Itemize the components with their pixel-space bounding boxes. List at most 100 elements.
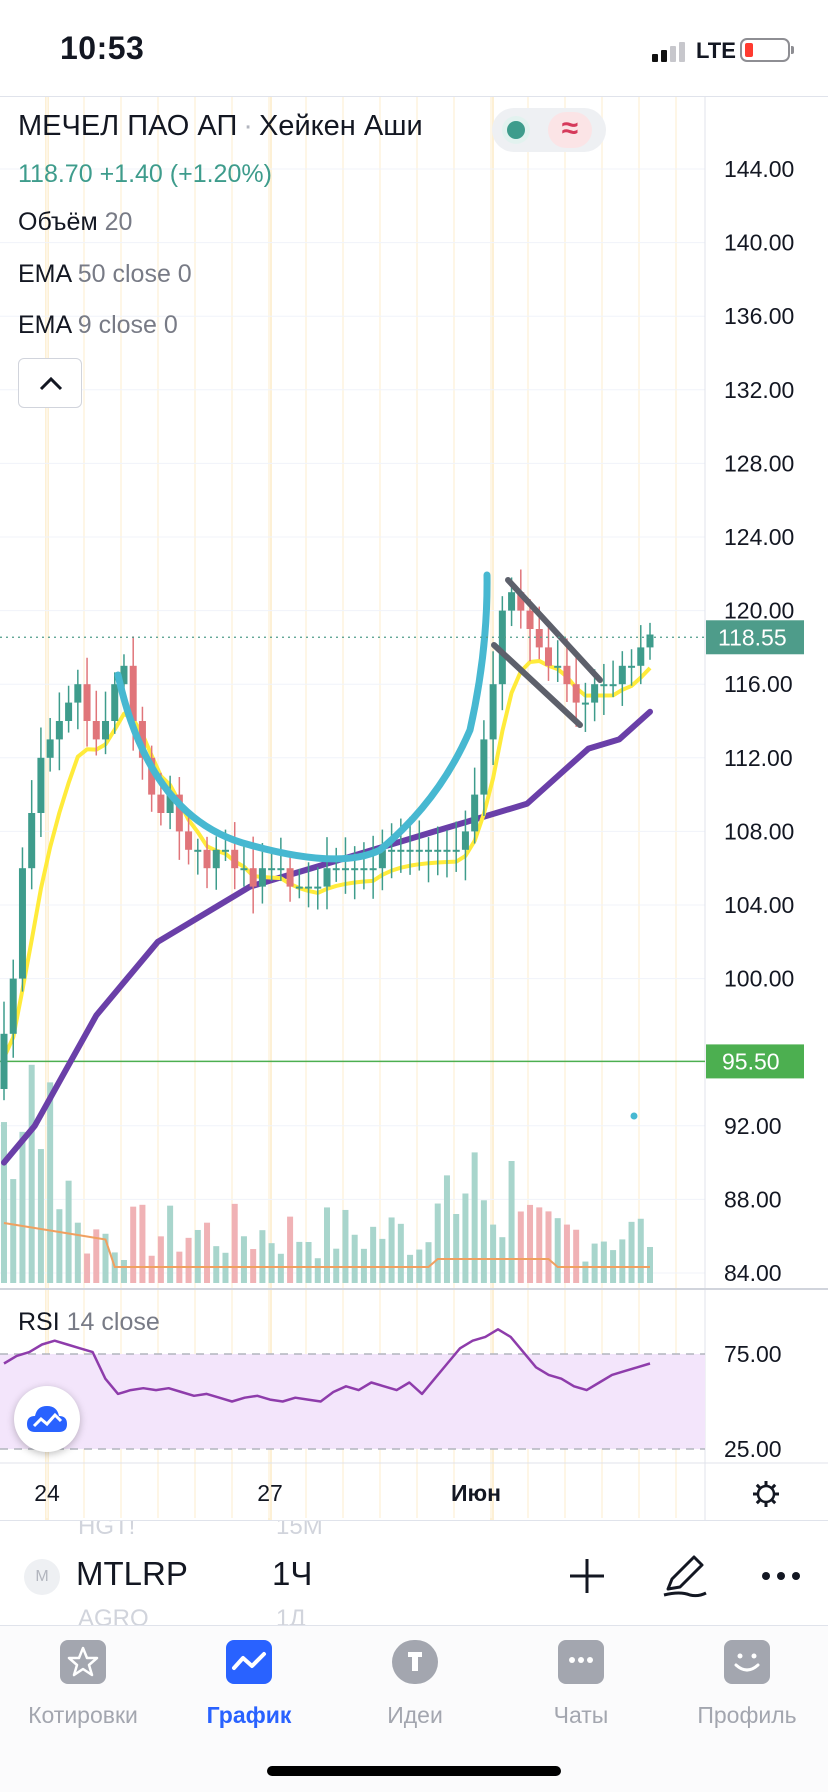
volume-bar xyxy=(130,1206,137,1283)
volume-bar xyxy=(554,1218,561,1283)
current-price-label: 118.55 xyxy=(718,624,787,650)
volume-bar xyxy=(277,1253,284,1283)
volume-bar xyxy=(204,1222,211,1283)
tab-ideas[interactable]: Идеи xyxy=(332,1640,498,1740)
gear-icon[interactable] xyxy=(753,1481,779,1507)
chart-area[interactable]: 144.00 140.00 136.00 132.00 128.00 124.00 120.… xyxy=(0,97,828,1520)
candle-body xyxy=(461,831,469,850)
tab-chats[interactable]: Чаты xyxy=(498,1640,664,1740)
volume-bar xyxy=(120,1259,127,1283)
signal-icon xyxy=(652,40,688,62)
tab-label: Идеи xyxy=(387,1702,443,1728)
volume-bar xyxy=(499,1237,506,1283)
candle-body xyxy=(74,684,82,703)
price-chart[interactable]: 144.00 140.00 136.00 132.00 128.00 124.00 120.… xyxy=(0,97,828,1520)
market-status-icon[interactable] xyxy=(502,116,530,144)
symbol-ticker[interactable]: MTLRP xyxy=(76,1555,188,1592)
interval-selector[interactable]: 1Ч xyxy=(272,1555,313,1592)
candle-body xyxy=(305,886,313,889)
volume-bar xyxy=(93,1229,100,1283)
tab-chart[interactable]: График xyxy=(166,1640,332,1740)
more-icon[interactable] xyxy=(756,1551,806,1601)
legend-volume[interactable]: Объём 20 xyxy=(18,208,132,237)
rsi-legend[interactable]: RSI 14 close xyxy=(18,1308,160,1337)
pencil-icon[interactable] xyxy=(660,1551,710,1601)
candle-body xyxy=(194,849,202,852)
volume-bar xyxy=(240,1236,247,1283)
candle-body xyxy=(258,868,266,887)
candle-body xyxy=(609,684,617,687)
candle-body xyxy=(544,647,552,666)
volume-bar xyxy=(545,1211,552,1283)
candle-body xyxy=(37,757,45,813)
candle-body xyxy=(175,794,183,832)
tab-quotes[interactable]: Котировки xyxy=(0,1640,166,1740)
legend-toggle-pill[interactable]: ≈ xyxy=(492,108,606,152)
tab-profile[interactable]: Профиль xyxy=(664,1640,828,1740)
legend-ema50[interactable]: EMA 50 close 0 xyxy=(18,260,192,289)
candle-body xyxy=(480,739,488,795)
volume-bar xyxy=(536,1207,543,1283)
volume-bar xyxy=(296,1241,303,1283)
ema50-label: EMA xyxy=(18,260,71,288)
candle-body xyxy=(221,849,229,852)
volume-bar xyxy=(139,1204,146,1283)
volume-bar xyxy=(351,1234,358,1283)
network-type: LTE xyxy=(696,38,736,63)
volume-bar xyxy=(157,1236,164,1283)
volume-bar xyxy=(305,1241,312,1283)
drawing-tools-fab[interactable] xyxy=(14,1386,80,1452)
candle-body xyxy=(203,849,211,869)
rsi-tick-label: 25.00 xyxy=(724,1436,782,1462)
rsi-tick-label: 75.00 xyxy=(724,1341,782,1367)
candle-body xyxy=(212,849,220,869)
price-tick-label: 88.00 xyxy=(724,1186,782,1212)
gear-tooth xyxy=(771,1483,777,1489)
volume-bar xyxy=(582,1261,589,1283)
ghost-symbol-above: HGT! xyxy=(78,1520,136,1540)
candle-body xyxy=(129,665,137,721)
legend-title[interactable]: МЕЧЕЛ ПАО АП · Хейкен Аши xyxy=(18,110,423,143)
candle-body xyxy=(425,849,433,852)
home-indicator xyxy=(267,1766,561,1776)
lightbulb-icon xyxy=(392,1640,438,1684)
wave-icon[interactable]: ≈ xyxy=(548,112,592,148)
volume-bar xyxy=(600,1241,607,1283)
volume-bar xyxy=(453,1214,460,1283)
ghost-symbol-below: AGRO xyxy=(78,1605,149,1626)
rsi-band xyxy=(0,1354,705,1449)
volume-bar xyxy=(1,1122,7,1283)
volume-bar xyxy=(527,1204,534,1283)
legend-ema9[interactable]: EMA 9 close 0 xyxy=(18,311,178,340)
candle-body xyxy=(9,978,17,1034)
add-icon[interactable] xyxy=(562,1551,612,1601)
status-bar: 10:53 LTE xyxy=(0,0,828,96)
candle-body xyxy=(535,629,543,648)
volume-bar xyxy=(167,1205,174,1283)
volume-label: Объём xyxy=(18,208,98,236)
candle-body xyxy=(65,702,73,721)
symbol-bar: HGT! 15М AGRO 1Д M MTLRP 1Ч xyxy=(0,1520,828,1626)
volume-bar xyxy=(462,1193,469,1283)
candle-body xyxy=(46,739,54,758)
candle-body xyxy=(341,868,349,871)
candle-body xyxy=(397,849,405,852)
volume-bar xyxy=(397,1223,404,1283)
cloud-chart-icon xyxy=(27,1406,67,1432)
status-time: 10:53 xyxy=(60,30,145,66)
volume-bar xyxy=(10,1179,17,1283)
collapse-legend-button[interactable] xyxy=(18,358,82,408)
level-price-badge xyxy=(706,1044,804,1079)
ema9-params: 9 close 0 xyxy=(77,311,178,339)
volume-bar xyxy=(517,1211,524,1283)
rsi-line xyxy=(3,1328,651,1403)
candle-body xyxy=(111,684,119,721)
candle-body xyxy=(489,684,497,740)
gear-tooth xyxy=(755,1499,761,1505)
candle-body xyxy=(286,868,294,887)
candle-body xyxy=(646,634,654,648)
candle-body xyxy=(277,868,285,871)
chevron-up-icon xyxy=(39,376,63,391)
volume-bar xyxy=(508,1161,515,1283)
volume-bar xyxy=(102,1233,109,1283)
